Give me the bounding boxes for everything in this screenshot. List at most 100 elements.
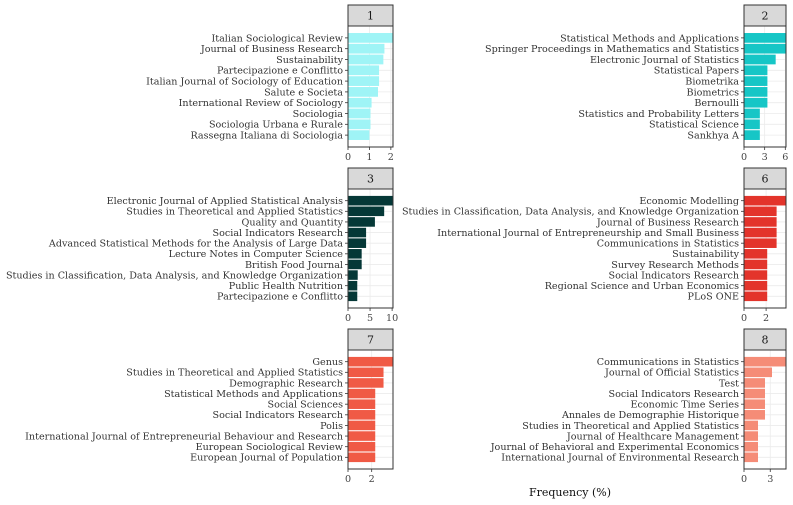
category-label: Annales de Demographie Historique	[561, 410, 739, 421]
x-tick-label: 1	[366, 152, 372, 163]
category-label: Communications in Statistics	[597, 239, 739, 250]
category-label: Public Health Nutrition	[229, 281, 343, 292]
category-label: Survey Research Methods	[611, 260, 739, 271]
bar	[744, 420, 758, 431]
bar	[348, 249, 362, 259]
x-tick-label: 2	[369, 474, 375, 485]
category-label: Studies in Theoretical and Applied Stati…	[126, 368, 343, 379]
category-label: Economic Time Series	[631, 400, 740, 411]
x-tick-label: 0	[741, 474, 747, 485]
category-label: Biometrika	[685, 76, 739, 87]
category-label: Journal of Healthcare Management	[566, 431, 739, 442]
category-label: Bernoulli	[694, 98, 739, 109]
category-label: British Food Journal	[245, 260, 343, 271]
bar	[348, 33, 393, 43]
category-label: Advanced Statistical Methods for the Ana…	[48, 239, 343, 250]
category-label: Statistical Methods and Applications	[164, 389, 343, 400]
category-label: Demographic Research	[229, 378, 343, 389]
category-label: Sociologia Urbana e Rurale	[209, 120, 343, 131]
facet-strip-label: 1	[367, 10, 374, 23]
bar	[348, 54, 384, 65]
bar	[348, 238, 367, 248]
category-label: Studies in Classification, Data Analysis…	[6, 270, 343, 281]
bar	[348, 76, 380, 86]
category-label: Sankhya A	[687, 131, 740, 142]
category-label: Genus	[312, 357, 343, 368]
bar	[744, 76, 768, 86]
bar	[348, 97, 372, 108]
bar	[348, 130, 370, 140]
bar	[744, 65, 768, 76]
category-label: Economic Modelling	[639, 196, 739, 207]
bar	[348, 259, 362, 270]
bar	[744, 367, 772, 378]
x-tick-label: 5	[367, 313, 373, 324]
bar	[348, 217, 375, 227]
facet-panel-3: 3 Electronic Journal of Applied Statistic…	[6, 167, 398, 324]
bar	[744, 441, 758, 452]
bar	[744, 130, 760, 140]
bar	[348, 206, 385, 217]
category-label: International Journal of Environmental R…	[501, 453, 739, 464]
category-label: Lecture Notes in Computer Science	[169, 249, 344, 260]
category-label: Statistics and Probability Letters	[578, 109, 739, 120]
bar	[348, 280, 358, 291]
category-label: Biometrics	[687, 87, 740, 98]
bar	[348, 431, 376, 441]
category-label: Studies in Theoretical and Applied Stati…	[126, 207, 343, 218]
bar	[348, 227, 367, 238]
x-axis-label: Frequency (%)	[529, 486, 611, 499]
category-label: Quality and Quantity	[242, 217, 344, 228]
facet-panel-2: 2 Statistical Methods and ApplicationsSpr…	[485, 4, 788, 163]
bar	[744, 238, 777, 248]
bar	[744, 195, 786, 206]
category-label: Italian Sociological Review	[211, 33, 343, 44]
bar	[348, 410, 376, 420]
bar	[348, 65, 380, 76]
bar	[744, 87, 768, 97]
panel-border	[743, 188, 787, 309]
x-tick-label: 2	[763, 313, 769, 324]
bar	[744, 399, 765, 409]
category-label: International Review of Sociology	[179, 98, 344, 109]
bar	[348, 399, 376, 409]
category-label: Italian Journal of Sociology of Educatio…	[146, 76, 343, 87]
bar	[348, 378, 384, 388]
x-tick-label: 0	[741, 313, 747, 324]
facet-strip-label: 3	[367, 173, 374, 186]
bar	[744, 249, 768, 259]
facet-strip-label: 7	[367, 334, 374, 347]
bar	[348, 108, 371, 119]
category-label: International Journal of Entrepreneurial…	[25, 431, 343, 442]
bar	[348, 441, 376, 452]
bar	[348, 43, 385, 54]
category-label: Studies in Theoretical and Applied Stati…	[522, 421, 739, 432]
bar	[744, 206, 777, 217]
category-label: European Sociological Review	[196, 442, 344, 453]
bar	[744, 108, 760, 119]
panel-border	[347, 188, 394, 309]
x-tick-label: 3	[767, 474, 773, 485]
x-tick-label: 10	[386, 313, 398, 324]
facet-strip-label: 6	[762, 173, 769, 186]
panel-border	[743, 349, 787, 470]
bar	[744, 280, 768, 291]
category-label: Springer Proceedings in Mathematics and …	[485, 44, 739, 55]
bar	[744, 43, 786, 54]
x-tick-label: 0	[741, 152, 747, 163]
category-label: Statistical Science	[649, 120, 739, 131]
bar	[744, 388, 765, 399]
bar	[744, 356, 786, 367]
panel-border	[347, 25, 394, 148]
x-tick-label: 0	[345, 474, 351, 485]
bar	[744, 452, 758, 463]
category-label: Partecipazione e Conflitto	[217, 292, 343, 303]
category-label: Statistical Methods and Applications	[560, 33, 739, 44]
category-label: PLoS ONE	[688, 292, 740, 303]
category-label: Test	[719, 378, 739, 389]
category-label: Sustainability	[276, 55, 343, 66]
